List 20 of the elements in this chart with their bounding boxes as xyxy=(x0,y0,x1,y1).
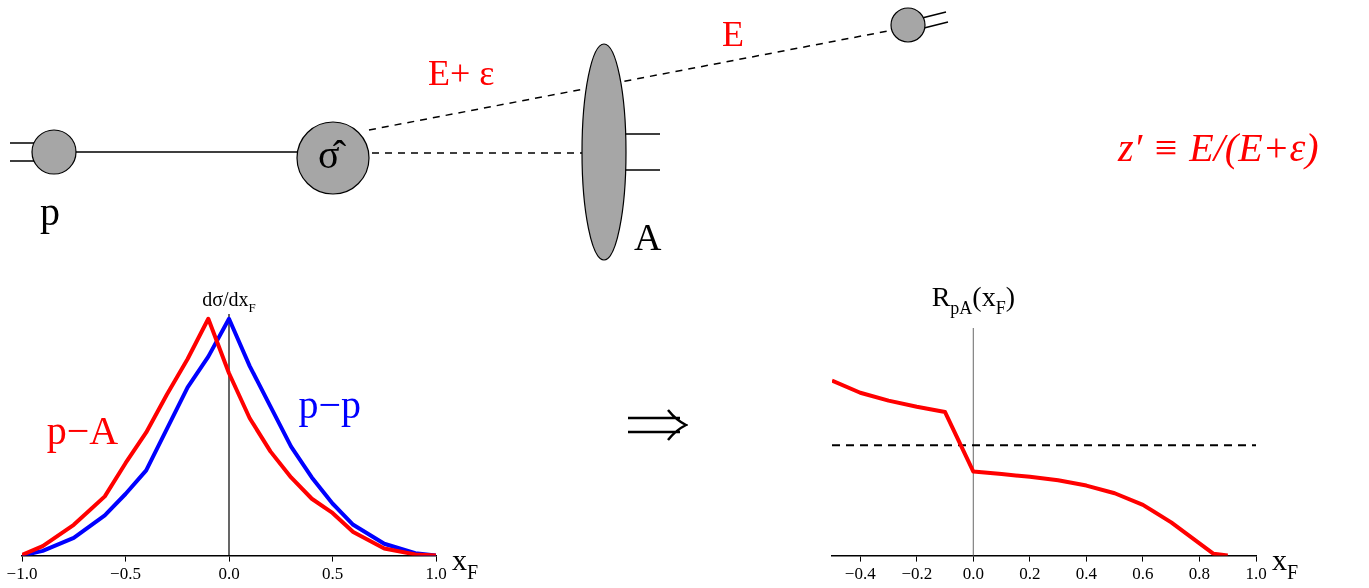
series-label: p−A xyxy=(46,408,119,454)
x-tick-label: −1.0 xyxy=(6,564,38,584)
x-tick-label: 1.0 xyxy=(425,564,447,584)
text: z′ ≡ E/(E+ε) xyxy=(1118,125,1319,170)
x-tick-label: −0.2 xyxy=(901,564,933,584)
text: E+ ε xyxy=(428,53,495,93)
x-tick-label: −0.5 xyxy=(110,564,141,584)
series-label: p−p xyxy=(298,382,361,428)
text: E xyxy=(722,14,744,54)
x-tick-label: 0.8 xyxy=(1188,564,1211,584)
x-tick-label: 0.4 xyxy=(1075,564,1098,584)
x-tick-label: 0.5 xyxy=(321,564,344,584)
x-tick-label: 0.0 xyxy=(218,564,240,584)
x-tick-label: −0.4 xyxy=(844,564,877,584)
x-tick-label: 0.6 xyxy=(1132,564,1154,584)
text: p xyxy=(40,189,60,234)
text: A xyxy=(634,216,662,258)
x-tick-label: 1.0 xyxy=(1245,564,1267,584)
x-tick-label: 0.0 xyxy=(962,564,984,584)
x-tick-label: 0.2 xyxy=(1019,564,1041,584)
